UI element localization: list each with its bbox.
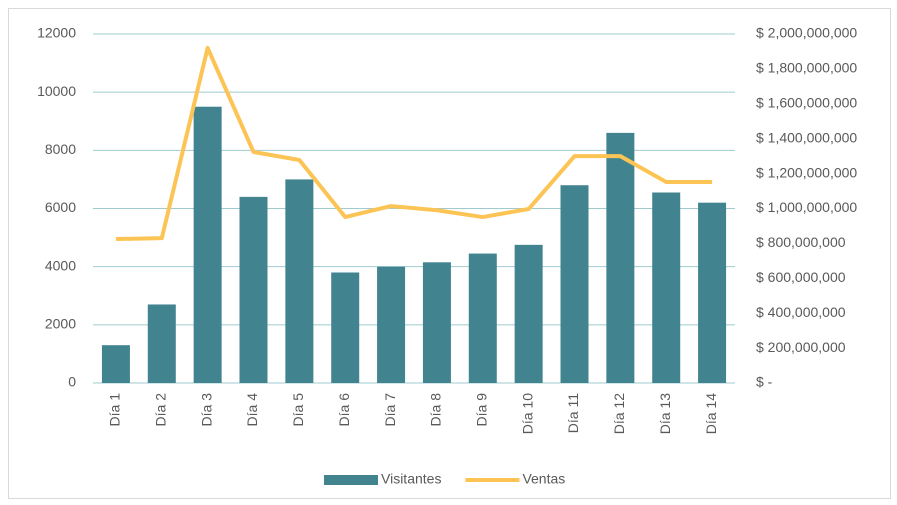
y2-tick-label: $ 1,600,000,000 xyxy=(756,95,857,111)
line xyxy=(115,45,713,242)
bar xyxy=(560,185,589,383)
x-tick-label: Día 9 xyxy=(473,393,489,427)
y-tick-label: 10000 xyxy=(37,83,76,99)
y2-tick-label: $ 800,000,000 xyxy=(756,234,846,250)
y-tick-label: 8000 xyxy=(45,141,76,157)
x-tick-label: Día 13 xyxy=(657,393,673,434)
x-tick-label: Día 2 xyxy=(152,393,168,427)
x-tick-label: Día 14 xyxy=(703,393,719,434)
bar xyxy=(377,266,406,383)
bar xyxy=(422,262,451,383)
y2-tick-label: $ 1,800,000,000 xyxy=(756,60,857,76)
y-tick-label: 6000 xyxy=(45,199,76,215)
x-tick-label: Día 8 xyxy=(428,393,444,427)
bar xyxy=(698,202,727,383)
x-tick-label: Día 10 xyxy=(519,393,535,434)
y2-tick-label: $ 1,400,000,000 xyxy=(756,129,857,145)
y-tick-label: 0 xyxy=(68,374,76,390)
x-tick-label: Día 5 xyxy=(290,393,306,427)
y2-tick-label: $ 1,200,000,000 xyxy=(756,164,857,180)
x-tick-label: Día 11 xyxy=(565,393,581,433)
y2-tick-label: $ 400,000,000 xyxy=(756,304,846,320)
y2-tick-label: $ 600,000,000 xyxy=(756,269,846,285)
y2-tick-label: $ 200,000,000 xyxy=(756,339,846,355)
x-tick-label: Día 4 xyxy=(244,393,260,427)
bar xyxy=(468,253,497,383)
bar xyxy=(239,196,268,383)
x-tick-label: Día 1 xyxy=(107,393,123,427)
chart-border xyxy=(8,8,891,499)
x-tick-label: Día 7 xyxy=(382,393,398,427)
y2-tick-label: $ - xyxy=(756,374,773,390)
bar xyxy=(606,132,635,383)
bar xyxy=(101,345,130,383)
x-tick-label: Día 3 xyxy=(198,393,214,427)
y-tick-label: 2000 xyxy=(45,316,76,332)
bar xyxy=(147,304,176,383)
bar xyxy=(285,179,314,383)
y-tick-label: 4000 xyxy=(45,257,76,273)
bar xyxy=(514,244,543,383)
legend-label: Ventas xyxy=(522,471,565,487)
y2-tick-label: $ 2,000,000,000 xyxy=(756,25,857,41)
x-tick-label: Día 6 xyxy=(336,393,352,427)
bar xyxy=(193,106,222,383)
x-tick-label: Día 12 xyxy=(611,393,627,434)
legend-swatch xyxy=(324,475,378,485)
bar xyxy=(652,192,681,383)
y-tick-label: 12000 xyxy=(37,25,76,41)
y2-tick-label: $ 1,000,000,000 xyxy=(756,199,857,215)
legend-label: Visitantes xyxy=(381,471,441,487)
bar xyxy=(331,272,360,383)
